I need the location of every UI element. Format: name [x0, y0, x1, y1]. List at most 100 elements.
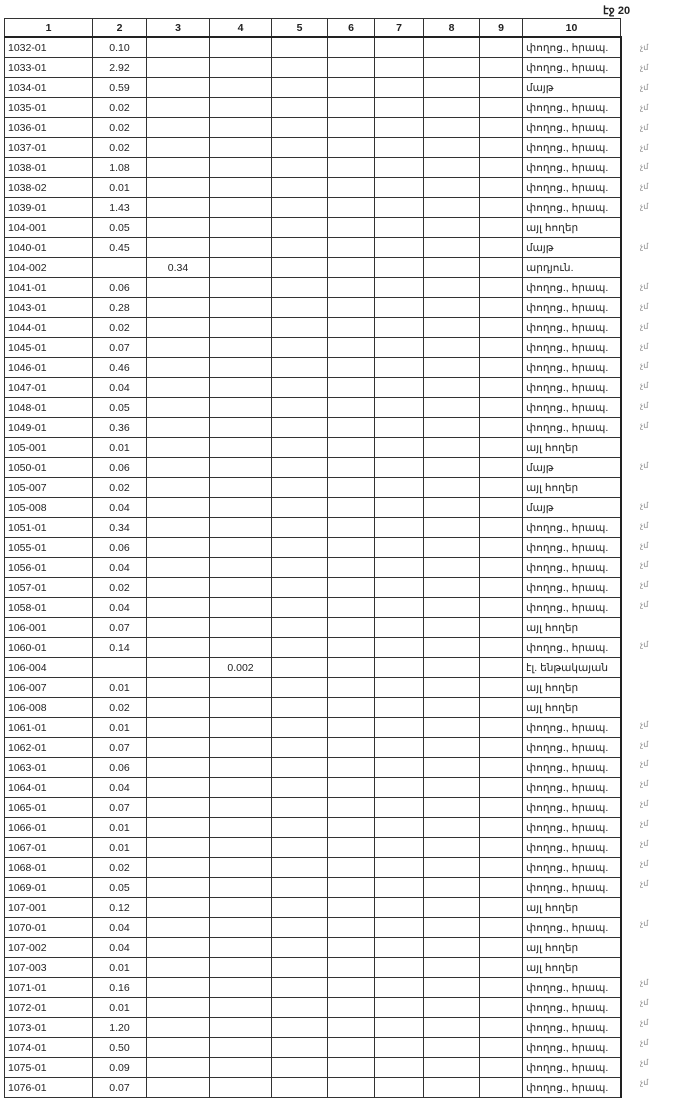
cell-col-10: փողոց., հրապ.	[522, 177, 622, 198]
cell-col-10: փողոց., հրապ.	[522, 637, 622, 658]
cell-col-2: 0.01	[92, 437, 147, 458]
cell-col-3	[146, 517, 210, 538]
cell-col-2: 1.43	[92, 197, 147, 218]
cell-col-1: 1032-01	[4, 36, 93, 58]
cell-col-2: 0.01	[92, 177, 147, 198]
cell-col-4	[209, 557, 272, 578]
cell-col-1: 1048-01	[4, 397, 93, 418]
cell-col-4: 0.002	[209, 657, 272, 678]
cell-col-4	[209, 217, 272, 238]
cell-col-1: 106-004	[4, 657, 93, 678]
table-row: 105-008 0.04 մայթ	[4, 497, 622, 518]
cell-col-1: 1051-01	[4, 517, 93, 538]
table-row: 104-001 0.05 այլ հողեր	[4, 217, 622, 238]
cell-col-1: 1037-01	[4, 137, 93, 158]
cell-col-1: 1034-01	[4, 77, 93, 98]
cell-col-10: փողոց., հրապ.	[522, 1057, 622, 1078]
cell-col-2: 0.06	[92, 457, 147, 478]
cell-col-2: 2.92	[92, 57, 147, 78]
margin-mark: չմ	[640, 560, 649, 570]
table-row: 1064-01 0.04 փողոց., հրապ.	[4, 777, 622, 798]
table-row: 1038-01 1.08 փողոց., հրապ.	[4, 157, 622, 178]
cell-col-3	[146, 437, 210, 458]
cell-col-8	[423, 397, 480, 418]
cell-col-8	[423, 1057, 480, 1078]
cell-col-6	[327, 1037, 375, 1058]
cell-col-6	[327, 997, 375, 1018]
cell-col-5	[271, 877, 328, 898]
cell-col-7	[374, 957, 424, 978]
cell-col-10: փողոց., հրապ.	[522, 837, 622, 858]
cell-col-10: արդյուն.	[522, 257, 622, 278]
margin-mark: չմ	[640, 1057, 649, 1067]
cell-col-6	[327, 677, 375, 698]
cell-col-10: փողոց., հրապ.	[522, 797, 622, 818]
cell-col-1: 106-001	[4, 617, 93, 638]
cell-col-1: 1074-01	[4, 1037, 93, 1058]
cell-col-3	[146, 977, 210, 998]
cell-col-4	[209, 877, 272, 898]
cell-col-1: 1045-01	[4, 337, 93, 358]
cell-col-5	[271, 617, 328, 638]
cell-col-9	[479, 517, 523, 538]
cell-col-9	[479, 777, 523, 798]
margin-mark: չմ	[640, 460, 649, 470]
cell-col-6	[327, 937, 375, 958]
cell-col-6	[327, 397, 375, 418]
cell-col-7	[374, 657, 424, 678]
cell-col-8	[423, 597, 480, 618]
margin-mark: չմ	[640, 1018, 649, 1028]
cell-col-9	[479, 737, 523, 758]
cell-col-3	[146, 757, 210, 778]
cell-col-3	[146, 1077, 210, 1098]
cell-col-8	[423, 97, 480, 118]
cell-col-6	[327, 977, 375, 998]
cell-col-5	[271, 817, 328, 838]
cell-col-4	[209, 297, 272, 318]
cell-col-9	[479, 377, 523, 398]
cell-col-10: փողոց., հրապ.	[522, 1017, 622, 1038]
margin-mark: չմ	[640, 162, 649, 172]
cell-col-4	[209, 57, 272, 78]
cell-col-8	[423, 217, 480, 238]
cell-col-3	[146, 36, 210, 58]
cell-col-3	[146, 557, 210, 578]
cell-col-3: 0.34	[146, 257, 210, 278]
cell-col-9	[479, 897, 523, 918]
cell-col-6	[327, 36, 375, 58]
cell-col-8	[423, 117, 480, 138]
cell-col-10: փողոց., հրապ.	[522, 97, 622, 118]
cell-col-9	[479, 277, 523, 298]
cell-col-6	[327, 217, 375, 238]
cell-col-1: 106-007	[4, 677, 93, 698]
cell-col-10: մայթ	[522, 457, 622, 478]
cell-col-8	[423, 837, 480, 858]
cell-col-2: 0.28	[92, 297, 147, 318]
cell-col-2: 0.07	[92, 737, 147, 758]
cell-col-2: 0.14	[92, 637, 147, 658]
column-header-2: 2	[92, 18, 147, 38]
cell-col-7	[374, 697, 424, 718]
cell-col-5	[271, 1057, 328, 1078]
cell-col-2: 0.07	[92, 337, 147, 358]
cell-col-5	[271, 197, 328, 218]
cell-col-4	[209, 837, 272, 858]
cell-col-2: 0.02	[92, 577, 147, 598]
cell-col-8	[423, 957, 480, 978]
table-row: 1063-01 0.06 փողոց., հրապ.	[4, 757, 622, 778]
cell-col-5	[271, 677, 328, 698]
table-row: 1048-01 0.05 փողոց., հրապ.	[4, 397, 622, 418]
cell-col-6	[327, 157, 375, 178]
margin-mark: չմ	[640, 500, 649, 510]
cell-col-10: փողոց., հրապ.	[522, 36, 622, 58]
cell-col-5	[271, 857, 328, 878]
margin-mark: չմ	[640, 739, 649, 749]
margin-mark: չմ	[640, 202, 649, 212]
cell-col-4	[209, 637, 272, 658]
cell-col-1: 1043-01	[4, 297, 93, 318]
cell-col-5	[271, 397, 328, 418]
cell-col-1: 1061-01	[4, 717, 93, 738]
cell-col-7	[374, 977, 424, 998]
cell-col-1: 1060-01	[4, 637, 93, 658]
cell-col-4	[209, 597, 272, 618]
